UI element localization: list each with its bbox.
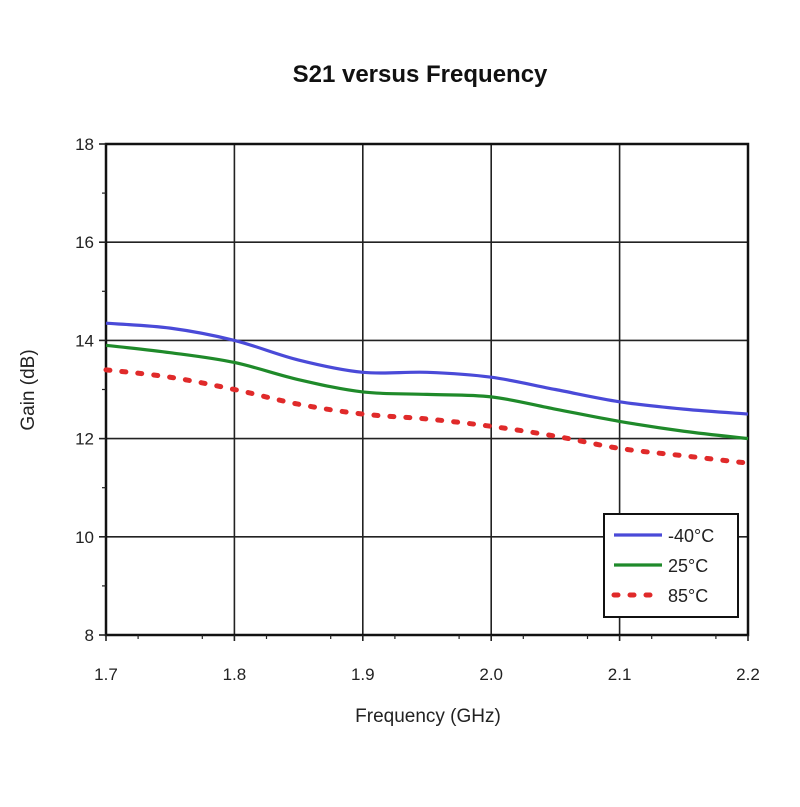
x-tick-label: 1.9 xyxy=(351,665,375,684)
y-tick-label: 12 xyxy=(75,430,94,449)
y-tick-label: 10 xyxy=(75,528,94,547)
legend-label: -40°C xyxy=(668,526,714,546)
y-tick-label: 16 xyxy=(75,233,94,252)
x-tick-label: 2.1 xyxy=(608,665,632,684)
x-tick-label: 2.0 xyxy=(479,665,503,684)
y-axis-label: Gain (dB) xyxy=(18,349,39,430)
series-line-25c xyxy=(105,343,749,441)
x-tick-label: 2.2 xyxy=(736,665,760,684)
legend: -40°C 25°C 85°C xyxy=(603,513,739,618)
legend-label: 25°C xyxy=(668,556,708,576)
series-line-40c xyxy=(105,321,749,416)
y-tick-label: 18 xyxy=(75,135,94,154)
x-axis-label: Frequency (GHz) xyxy=(355,706,501,727)
y-tick-label: 8 xyxy=(85,626,94,645)
axis-ticks: 1.7 1.8 1.9 2.0 2.1 2.2 8 10 12 14 16 18 xyxy=(75,135,760,684)
y-tick-label: 14 xyxy=(75,331,94,350)
series-line-85c xyxy=(103,367,751,466)
x-tick-label: 1.8 xyxy=(223,665,247,684)
chart-title: S21 versus Frequency xyxy=(293,61,548,88)
legend-label: 85°C xyxy=(668,586,708,606)
series-layer xyxy=(103,321,751,466)
x-tick-label: 1.7 xyxy=(94,665,118,684)
gridlines xyxy=(106,144,748,635)
